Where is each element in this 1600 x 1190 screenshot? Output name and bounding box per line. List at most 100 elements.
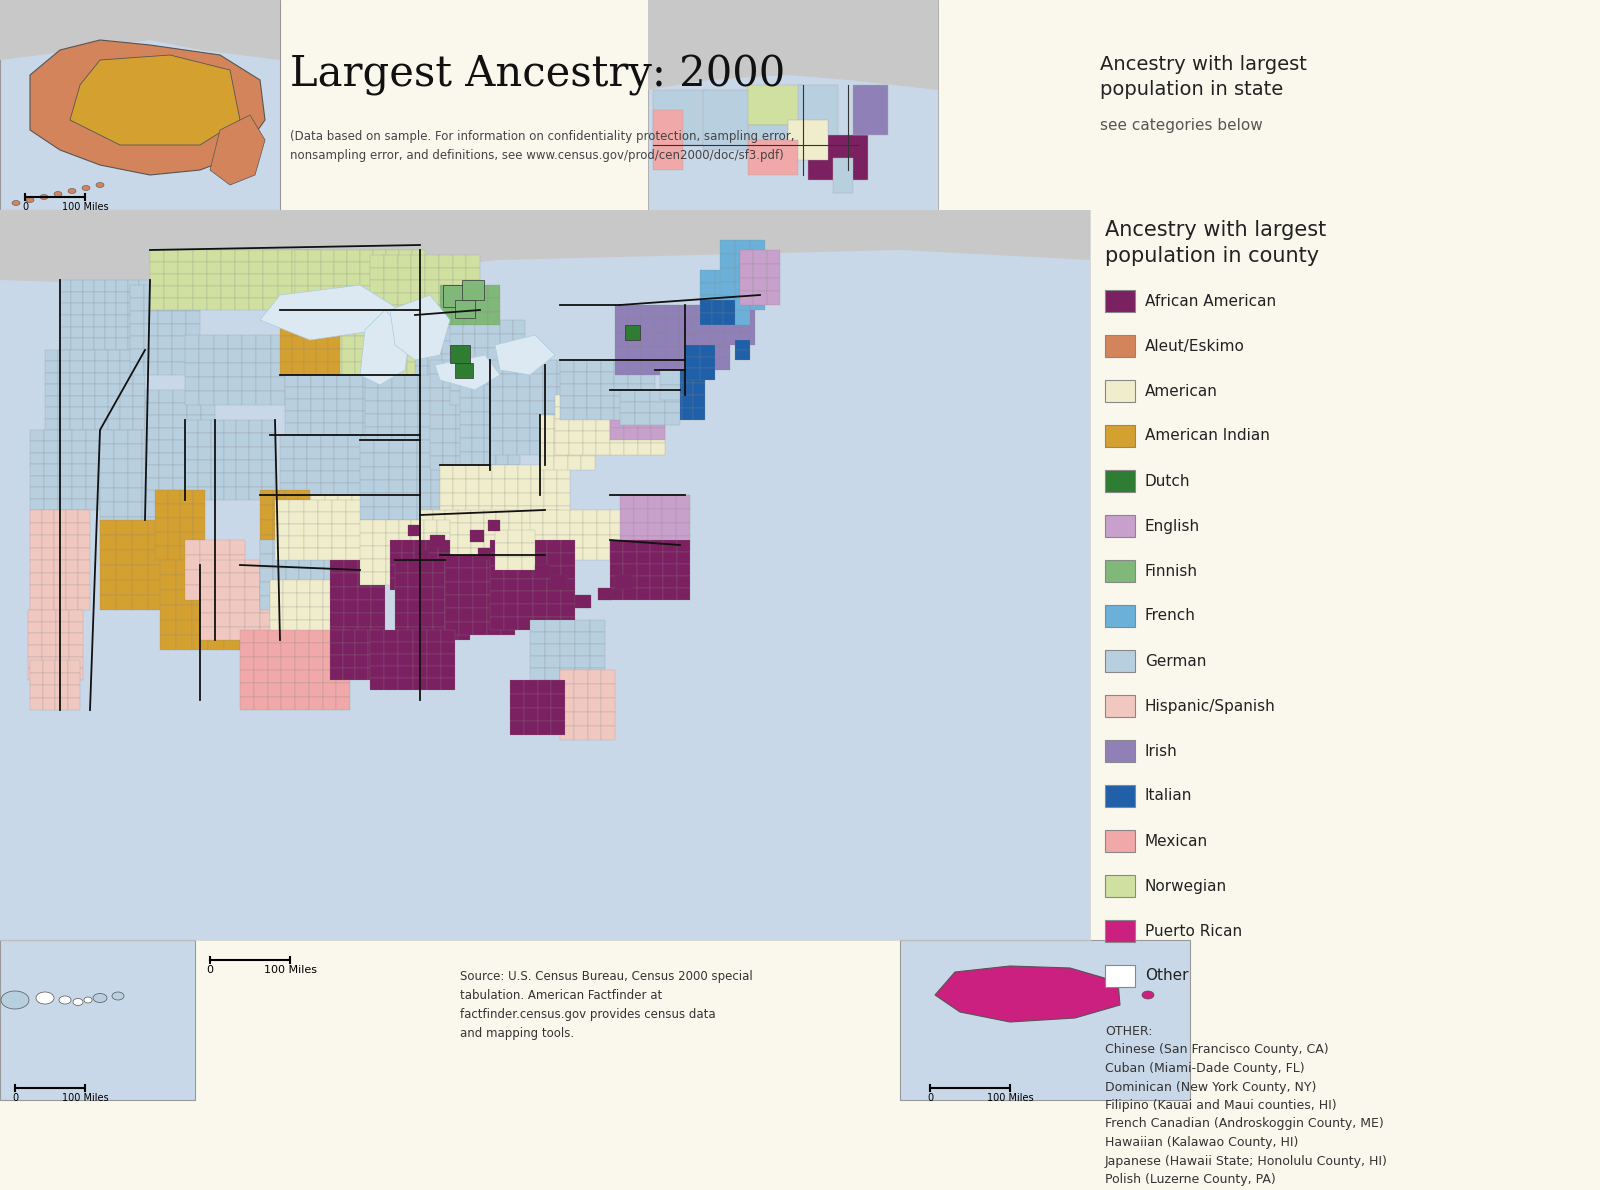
Bar xyxy=(387,483,402,495)
Bar xyxy=(235,298,250,311)
Polygon shape xyxy=(648,0,938,90)
Bar xyxy=(214,600,230,613)
Bar xyxy=(488,520,499,531)
Bar xyxy=(392,414,405,427)
Bar xyxy=(330,654,342,668)
Bar xyxy=(419,511,432,522)
Bar xyxy=(333,512,347,524)
Bar xyxy=(517,414,530,428)
Bar xyxy=(483,452,496,465)
Polygon shape xyxy=(390,295,450,361)
Bar xyxy=(298,537,310,550)
Bar xyxy=(307,447,320,459)
Bar xyxy=(157,545,170,560)
Bar xyxy=(298,522,310,537)
Bar xyxy=(208,635,224,650)
Bar xyxy=(496,536,509,547)
Bar xyxy=(150,274,165,286)
Bar xyxy=(227,392,242,405)
Bar xyxy=(518,506,531,520)
Bar xyxy=(298,509,310,522)
Bar xyxy=(395,560,408,574)
Bar xyxy=(395,613,408,627)
Bar xyxy=(490,374,504,387)
Bar xyxy=(440,284,453,299)
Bar xyxy=(419,536,432,547)
Bar xyxy=(749,84,803,125)
Bar xyxy=(323,411,338,422)
Bar xyxy=(734,253,750,268)
Bar xyxy=(78,585,90,597)
Bar xyxy=(254,630,267,644)
Bar xyxy=(450,334,462,349)
Bar xyxy=(530,644,546,656)
Bar xyxy=(899,940,1190,1100)
Bar xyxy=(310,522,325,537)
Bar xyxy=(291,336,304,349)
Bar xyxy=(270,336,285,349)
Bar xyxy=(54,511,66,522)
Bar xyxy=(264,274,277,286)
Bar xyxy=(165,250,178,262)
Bar xyxy=(414,550,429,562)
Bar xyxy=(453,318,466,330)
Bar xyxy=(600,361,614,372)
Bar xyxy=(408,587,419,600)
Bar xyxy=(192,560,208,575)
Bar xyxy=(466,305,480,318)
Bar xyxy=(680,333,693,347)
Bar xyxy=(29,610,42,621)
Bar xyxy=(312,596,325,610)
Ellipse shape xyxy=(93,994,107,1002)
Bar xyxy=(45,441,58,453)
Bar xyxy=(555,419,568,431)
Bar xyxy=(432,388,445,401)
Bar xyxy=(230,574,245,587)
Bar xyxy=(627,372,642,384)
Bar xyxy=(365,414,378,427)
Bar xyxy=(158,477,173,490)
Bar xyxy=(379,537,392,550)
Ellipse shape xyxy=(2,991,29,1009)
Bar xyxy=(430,374,443,388)
Bar xyxy=(621,495,634,509)
Bar xyxy=(370,330,384,343)
Bar xyxy=(518,578,533,591)
Bar xyxy=(557,361,570,374)
Bar xyxy=(552,679,565,694)
Bar xyxy=(242,377,256,392)
Bar xyxy=(322,274,334,286)
Bar xyxy=(330,587,344,600)
Bar xyxy=(304,549,318,560)
Text: (Data based on sample. For information on confidentiality protection, sampling e: (Data based on sample. For information o… xyxy=(290,130,795,162)
Bar xyxy=(381,336,394,349)
Bar xyxy=(469,428,482,443)
Bar xyxy=(624,431,637,443)
Ellipse shape xyxy=(96,182,104,188)
Bar xyxy=(120,350,133,362)
Bar xyxy=(355,349,368,362)
Bar xyxy=(130,311,144,324)
Bar xyxy=(466,318,480,330)
Bar xyxy=(58,419,70,430)
Bar xyxy=(499,390,512,405)
Bar xyxy=(614,347,627,361)
Bar xyxy=(117,338,128,350)
Bar xyxy=(469,401,482,415)
Bar xyxy=(640,319,653,333)
Bar xyxy=(414,540,426,552)
Bar xyxy=(402,436,414,447)
Bar xyxy=(235,274,250,286)
Bar xyxy=(298,495,310,509)
Bar xyxy=(414,353,429,367)
Text: Italian: Italian xyxy=(1146,789,1192,803)
Bar xyxy=(45,476,58,487)
Bar xyxy=(483,547,496,560)
Bar xyxy=(347,274,360,286)
Bar xyxy=(280,336,291,349)
Bar xyxy=(494,530,509,544)
Bar xyxy=(317,322,328,336)
Bar xyxy=(501,608,515,621)
Bar xyxy=(466,330,480,343)
Bar xyxy=(627,305,640,319)
